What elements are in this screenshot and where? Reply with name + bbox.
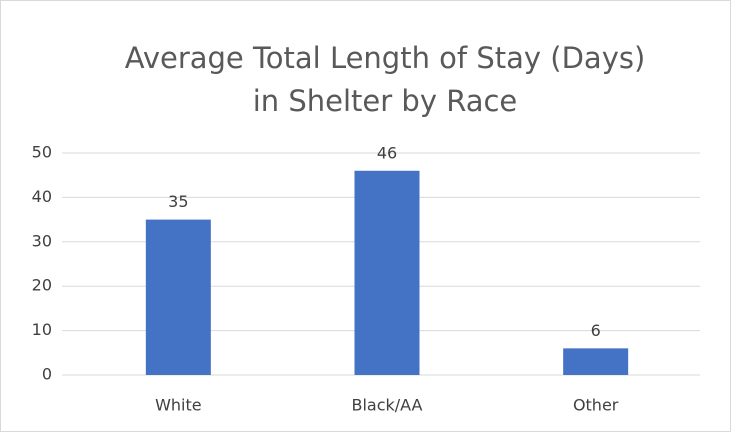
bar <box>145 219 211 375</box>
x-tick-label: White <box>155 396 202 415</box>
bar <box>563 348 629 375</box>
value-label: 35 <box>168 192 188 211</box>
bar <box>354 170 420 375</box>
y-tick-label: 10 <box>32 320 52 339</box>
chart-title: in Shelter by Race <box>253 84 518 118</box>
value-label: 6 <box>591 321 601 340</box>
y-tick-label: 30 <box>32 231 52 250</box>
y-tick-label: 20 <box>32 276 52 295</box>
x-tick-label: Black/AA <box>351 396 422 415</box>
value-label: 46 <box>377 143 397 162</box>
x-tick-label: Other <box>573 396 619 415</box>
y-tick-label: 40 <box>32 187 52 206</box>
y-tick-label: 0 <box>42 365 52 384</box>
y-tick-label: 50 <box>32 143 52 162</box>
chart-title: Average Total Length of Stay (Days) <box>125 41 646 75</box>
